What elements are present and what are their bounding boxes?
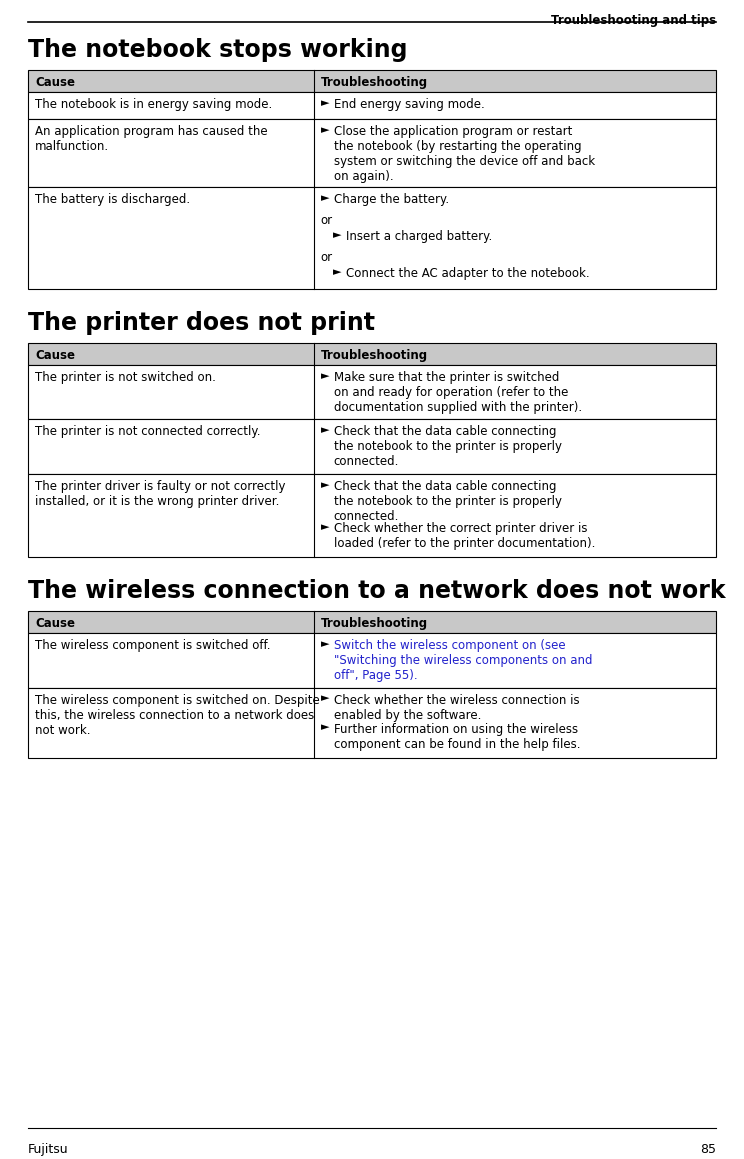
Text: Make sure that the printer is switched
on and ready for operation (refer to the
: Make sure that the printer is switched o… xyxy=(333,371,582,414)
Bar xyxy=(28,420,716,474)
Text: ►: ► xyxy=(321,425,329,436)
Bar xyxy=(28,687,716,758)
Text: Troubleshooting: Troubleshooting xyxy=(321,617,428,630)
Text: ►: ► xyxy=(321,722,329,732)
Bar xyxy=(28,343,716,365)
Bar xyxy=(28,474,716,557)
Text: The notebook is in energy saving mode.: The notebook is in energy saving mode. xyxy=(35,97,272,111)
Text: ►: ► xyxy=(321,639,329,649)
Text: ►: ► xyxy=(321,523,329,532)
Text: End energy saving mode.: End energy saving mode. xyxy=(333,97,484,111)
Text: The printer does not print: The printer does not print xyxy=(28,311,375,335)
Text: Insert a charged battery.: Insert a charged battery. xyxy=(345,231,492,243)
Text: An application program has caused the
malfunction.: An application program has caused the ma… xyxy=(35,125,268,153)
Text: The battery is discharged.: The battery is discharged. xyxy=(35,194,190,206)
Text: or: or xyxy=(321,252,333,264)
Text: Check whether the correct printer driver is
loaded (refer to the printer documen: Check whether the correct printer driver… xyxy=(333,523,595,551)
Text: Charge the battery.: Charge the battery. xyxy=(333,194,449,206)
Bar xyxy=(28,188,716,289)
Text: Check that the data cable connecting
the notebook to the printer is properly
con: Check that the data cable connecting the… xyxy=(333,480,562,523)
Text: ►: ► xyxy=(321,693,329,704)
Text: ►: ► xyxy=(321,194,329,203)
Text: Switch the wireless component on (see
"Switching the wireless components on and
: Switch the wireless component on (see "S… xyxy=(333,639,592,683)
Text: The printer is not switched on.: The printer is not switched on. xyxy=(35,371,216,384)
Text: Cause: Cause xyxy=(35,75,75,89)
Text: Troubleshooting: Troubleshooting xyxy=(321,75,428,89)
Text: Check that the data cable connecting
the notebook to the printer is properly
con: Check that the data cable connecting the… xyxy=(333,425,562,468)
Text: The wireless connection to a network does not work: The wireless connection to a network doe… xyxy=(28,580,725,604)
Text: The wireless component is switched on. Despite
this, the wireless connection to : The wireless component is switched on. D… xyxy=(35,693,320,737)
Text: The printer is not connected correctly.: The printer is not connected correctly. xyxy=(35,425,260,438)
Text: Fujitsu: Fujitsu xyxy=(28,1143,68,1156)
Bar xyxy=(28,365,716,420)
Text: ►: ► xyxy=(321,97,329,108)
Text: ►: ► xyxy=(321,480,329,490)
Text: ►: ► xyxy=(321,371,329,381)
Bar xyxy=(28,119,716,188)
Text: Further information on using the wireless
component can be found in the help fil: Further information on using the wireles… xyxy=(333,722,580,751)
Text: The notebook stops working: The notebook stops working xyxy=(28,38,408,61)
Text: Troubleshooting and tips: Troubleshooting and tips xyxy=(551,14,716,27)
Text: or: or xyxy=(321,214,333,227)
Text: ►: ► xyxy=(333,231,341,240)
Bar xyxy=(28,611,716,633)
Text: Close the application program or restart
the notebook (by restarting the operati: Close the application program or restart… xyxy=(333,125,594,183)
Text: The wireless component is switched off.: The wireless component is switched off. xyxy=(35,639,271,653)
Text: Connect the AC adapter to the notebook.: Connect the AC adapter to the notebook. xyxy=(345,268,589,280)
Text: ►: ► xyxy=(333,268,341,277)
Text: Check whether the wireless connection is
enabled by the software.: Check whether the wireless connection is… xyxy=(333,693,579,722)
Bar xyxy=(28,70,716,92)
Text: ►: ► xyxy=(321,125,329,136)
Text: Cause: Cause xyxy=(35,617,75,630)
Bar xyxy=(28,92,716,119)
Text: 85: 85 xyxy=(700,1143,716,1156)
Bar xyxy=(28,633,716,687)
Text: Troubleshooting: Troubleshooting xyxy=(321,349,428,362)
Text: Cause: Cause xyxy=(35,349,75,362)
Text: The printer driver is faulty or not correctly
installed, or it is the wrong prin: The printer driver is faulty or not corr… xyxy=(35,480,286,508)
